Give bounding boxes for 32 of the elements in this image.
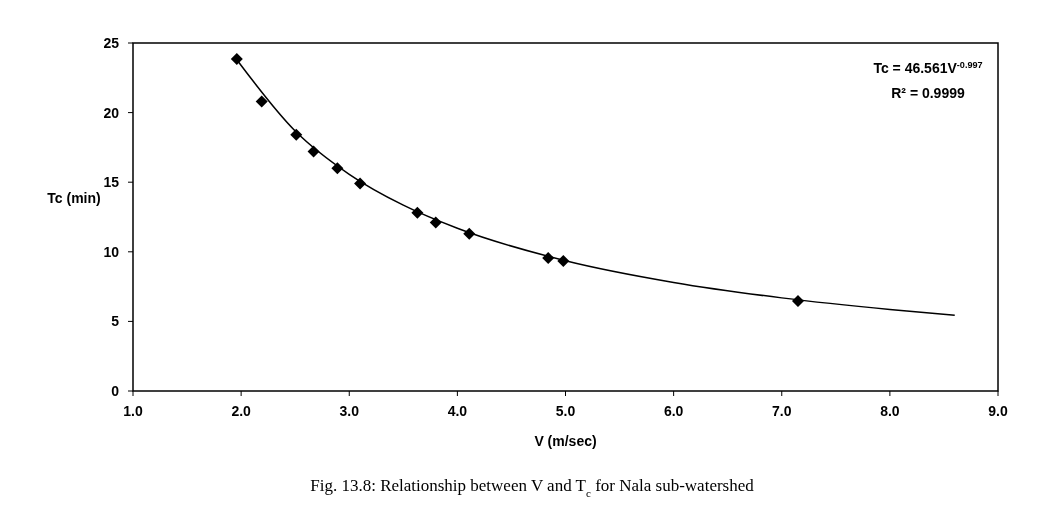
x-tick-label: 2.0 (231, 403, 252, 419)
y-tick-label: 0 (111, 383, 120, 399)
x-tick-label: 5.0 (555, 403, 576, 419)
point (557, 254, 570, 267)
y-tick-label: 15 (103, 174, 120, 191)
point (411, 206, 424, 219)
x-tick-label: 6.0 (663, 403, 684, 419)
caption: Fig. 13.8: Relationship between V and T$_{c}$ for Nala sub-watershed (310, 476, 755, 499)
point (429, 216, 442, 229)
point (307, 145, 320, 158)
y-tick-label: 5 (111, 313, 120, 330)
annotation: Tc = 46.561V$^{-0.997}$ (873, 60, 983, 76)
x-tick-label: 8.0 (880, 403, 900, 419)
x-axis-title: V (m/sec) (534, 433, 597, 449)
point (542, 252, 555, 265)
x-tick-label: 7.0 (772, 403, 792, 419)
point (255, 95, 268, 108)
point (354, 177, 367, 190)
y-tick-label: 10 (103, 243, 120, 260)
x-tick-label: 4.0 (447, 403, 468, 419)
x-tick-label: 1.0 (123, 403, 143, 419)
y-tick-label: 20 (103, 104, 120, 121)
point (230, 53, 243, 66)
y-tick-label: 25 (103, 35, 120, 51)
x-tick-label: 9.0 (988, 403, 1008, 419)
point (463, 227, 476, 240)
point (791, 294, 804, 307)
point (331, 162, 344, 175)
y-axis-title: Tc (min) (47, 190, 101, 207)
point (290, 128, 303, 141)
annotation: R² = 0.9999 (891, 85, 965, 101)
x-tick-label: 3.0 (339, 403, 360, 419)
